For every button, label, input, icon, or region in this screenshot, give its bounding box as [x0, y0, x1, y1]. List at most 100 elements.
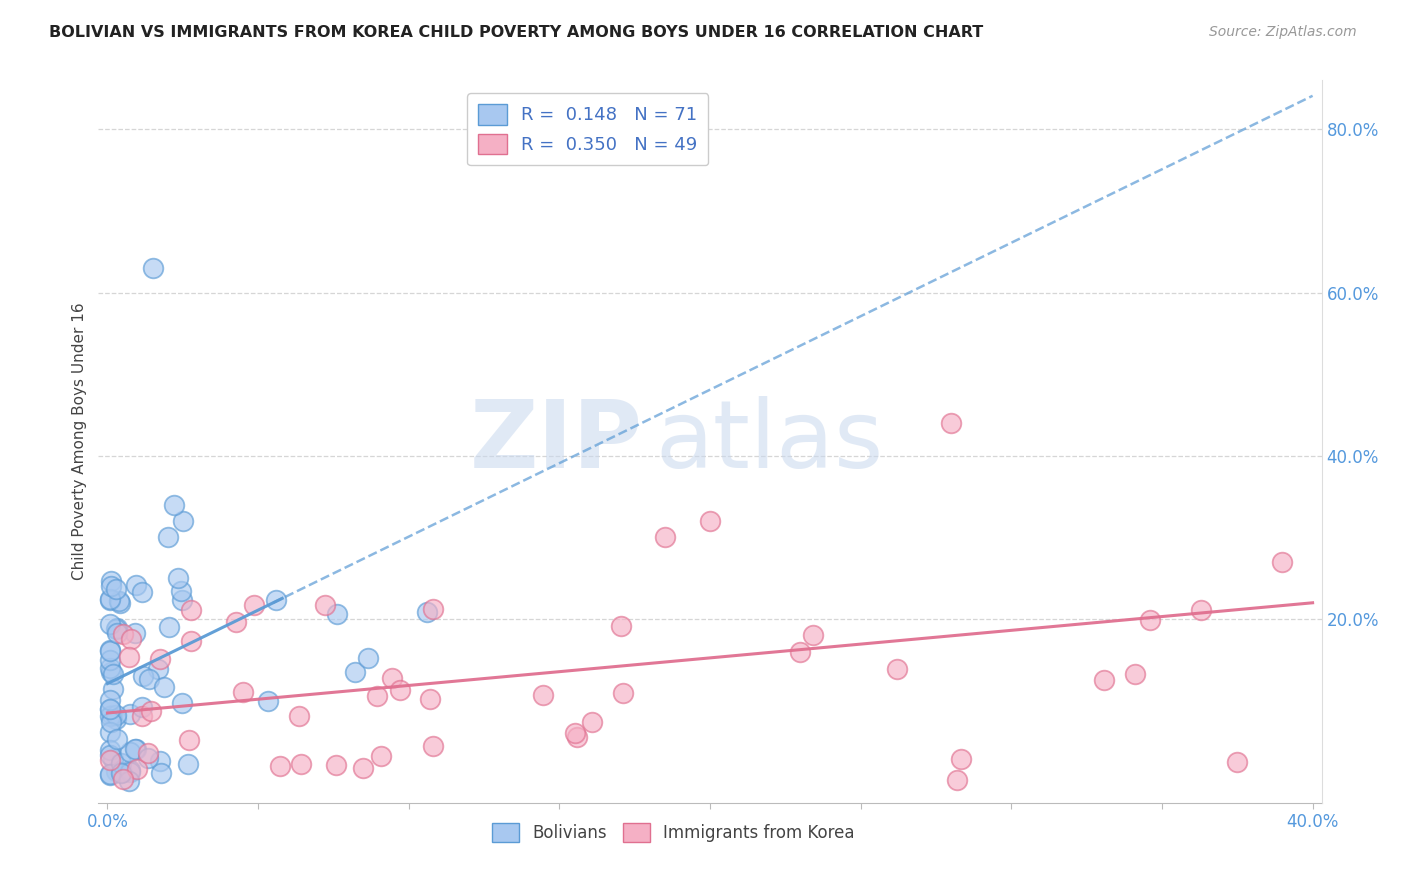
Point: [136, 751, 159, 765]
Point: [1189, 603, 1212, 617]
Point: [138, 672, 160, 686]
Point: [118, 649, 141, 664]
Point: [146, 662, 169, 676]
Point: [567, 730, 589, 744]
Point: [225, 615, 247, 629]
Point: [111, 772, 134, 786]
Point: [257, 694, 280, 708]
Point: [111, 764, 134, 779]
Point: [108, 597, 131, 611]
Point: [939, 416, 962, 430]
Point: [177, 733, 200, 747]
Point: [243, 598, 266, 612]
Point: [112, 626, 135, 640]
Point: [118, 774, 141, 789]
Point: [100, 653, 122, 667]
Point: [150, 765, 173, 780]
Point: [100, 643, 122, 657]
Point: [100, 644, 122, 658]
Point: [172, 514, 194, 528]
Point: [163, 498, 186, 512]
Point: [100, 708, 122, 723]
Point: [110, 756, 132, 771]
Point: [100, 574, 122, 589]
Point: [105, 712, 128, 726]
Point: [101, 708, 124, 723]
Point: [153, 680, 176, 694]
Point: [101, 681, 124, 696]
Point: [100, 702, 122, 716]
Point: [269, 759, 291, 773]
Point: [1092, 673, 1115, 687]
Point: [381, 671, 404, 685]
Point: [266, 593, 288, 607]
Point: [103, 752, 125, 766]
Point: [172, 593, 194, 607]
Point: [100, 747, 122, 762]
Point: [124, 625, 146, 640]
Point: [789, 645, 811, 659]
Point: [180, 634, 202, 648]
Point: [167, 571, 190, 585]
Point: [100, 579, 122, 593]
Text: atlas: atlas: [655, 395, 883, 488]
Point: [416, 605, 439, 619]
Point: [325, 757, 347, 772]
Point: [232, 685, 254, 699]
Point: [104, 582, 127, 596]
Point: [886, 662, 908, 676]
Point: [125, 578, 148, 592]
Point: [180, 603, 202, 617]
Point: [100, 592, 122, 607]
Point: [949, 752, 972, 766]
Point: [118, 745, 141, 759]
Point: [564, 726, 586, 740]
Point: [124, 742, 146, 756]
Point: [288, 709, 311, 723]
Point: [100, 768, 122, 782]
Point: [100, 766, 122, 780]
Point: [314, 599, 336, 613]
Point: [104, 764, 127, 778]
Text: Source: ZipAtlas.com: Source: ZipAtlas.com: [1209, 25, 1357, 39]
Text: BOLIVIAN VS IMMIGRANTS FROM KOREA CHILD POVERTY AMONG BOYS UNDER 16 CORRELATION : BOLIVIAN VS IMMIGRANTS FROM KOREA CHILD …: [49, 25, 983, 40]
Point: [100, 692, 122, 706]
Point: [326, 607, 349, 622]
Point: [100, 714, 122, 729]
Point: [100, 616, 122, 631]
Point: [1123, 667, 1146, 681]
Point: [118, 763, 141, 777]
Point: [422, 739, 444, 753]
Point: [170, 583, 193, 598]
Text: ZIP: ZIP: [470, 395, 643, 488]
Point: [1139, 613, 1161, 627]
Point: [100, 753, 122, 767]
Point: [389, 682, 412, 697]
Point: [101, 667, 124, 681]
Point: [100, 725, 122, 739]
Point: [157, 620, 180, 634]
Point: [125, 741, 148, 756]
Point: [290, 757, 312, 772]
Point: [531, 688, 554, 702]
Point: [118, 764, 141, 779]
Point: [105, 731, 128, 746]
Point: [148, 754, 170, 768]
Point: [108, 594, 131, 608]
Point: [110, 765, 132, 780]
Point: [105, 708, 128, 723]
Point: [172, 696, 194, 710]
Point: [352, 761, 374, 775]
Point: [946, 772, 969, 787]
Point: [120, 632, 142, 646]
Point: [105, 622, 128, 636]
Point: [100, 665, 122, 679]
Point: [370, 748, 392, 763]
Point: [156, 531, 179, 545]
Point: [139, 705, 162, 719]
Point: [1271, 555, 1294, 569]
Point: [699, 514, 721, 528]
Point: [609, 619, 631, 633]
Y-axis label: Child Poverty Among Boys Under 16: Child Poverty Among Boys Under 16: [72, 302, 87, 581]
Point: [419, 691, 441, 706]
